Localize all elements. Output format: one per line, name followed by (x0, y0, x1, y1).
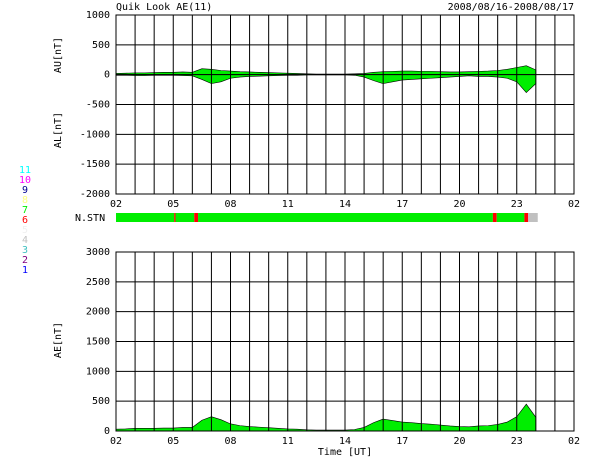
y-tick-label: 1000 (86, 366, 110, 377)
x-tick-label: 20 (453, 199, 465, 210)
x-tick-label: 02 (110, 436, 122, 447)
legend-count: 9 (22, 185, 28, 196)
station-segment (496, 213, 525, 222)
area (115, 403, 537, 432)
station-segment (198, 213, 493, 222)
x-tick-label: 11 (282, 199, 294, 210)
y-tick-label: 500 (92, 40, 110, 51)
date-range: 2008/08/16-2008/08/17 (448, 2, 574, 13)
station-segment (194, 213, 199, 222)
station-segment (492, 213, 497, 222)
x-tick-label: 23 (511, 436, 523, 447)
x-axis-label: Time [UT] (318, 447, 372, 458)
x-tick-label: 11 (282, 436, 294, 447)
x-tick-label: 02 (568, 436, 580, 447)
x-tick-label: 14 (339, 436, 351, 447)
y-tick-label: 0 (104, 70, 110, 81)
x-tick-label: 23 (511, 199, 523, 210)
y-tick-label: 3000 (86, 247, 110, 258)
y-tick-label: -2000 (80, 189, 110, 200)
y-tick-label: -500 (86, 100, 110, 111)
x-tick-label: 17 (396, 436, 408, 447)
x-tick-label: 05 (167, 199, 179, 210)
x-tick-label: 20 (453, 436, 465, 447)
x-tick-label: 17 (396, 199, 408, 210)
station-segment (175, 213, 195, 222)
station-segment (528, 213, 538, 222)
legend-count: 3 (22, 245, 28, 256)
y-axis-label: AU[nT] (53, 37, 64, 73)
station-segment (174, 213, 176, 222)
y-axis-label: AE[nT] (53, 322, 64, 358)
area (115, 65, 537, 75)
y-tick-label: 1500 (86, 337, 110, 348)
x-tick-label: 02 (110, 199, 122, 210)
station-segment (116, 213, 175, 222)
y-tick-label: -1000 (80, 129, 110, 140)
y-tick-label: 2000 (86, 307, 110, 318)
title: Quik Look AE(11) (116, 2, 212, 13)
y-tick-label: 1000 (86, 10, 110, 21)
y-tick-label: 2500 (86, 277, 110, 288)
x-tick-label: 08 (224, 436, 236, 447)
legend-count: 10 (19, 175, 31, 186)
legend-count: 7 (22, 205, 28, 216)
plot-frame (115, 251, 575, 432)
x-tick-label: 05 (167, 436, 179, 447)
x-tick-label: 08 (224, 199, 236, 210)
legend-count: 2 (22, 255, 28, 266)
legend-count: 4 (22, 235, 28, 246)
station-segment (524, 213, 529, 222)
legend-count: 11 (19, 165, 31, 176)
x-tick-label: 14 (339, 199, 351, 210)
legend-count: 1 (22, 265, 28, 276)
legend-count: 8 (22, 195, 28, 206)
y-axis-label: AL[nT] (53, 112, 64, 148)
legend-count: 6 (22, 215, 28, 226)
station-label: N.STN (75, 213, 105, 224)
y-tick-label: 500 (92, 396, 110, 407)
y-tick-label: -1500 (80, 159, 110, 170)
plot-frame (115, 14, 575, 195)
y-tick-label: 0 (104, 426, 110, 437)
legend-count: 5 (22, 225, 28, 236)
x-tick-label: 02 (568, 199, 580, 210)
